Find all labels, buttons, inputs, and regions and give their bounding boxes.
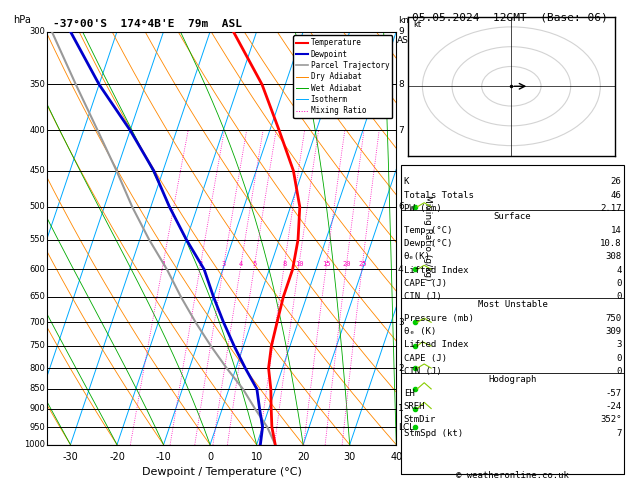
Text: 450: 450	[30, 166, 45, 175]
Text: 0: 0	[616, 292, 621, 301]
Text: 25: 25	[359, 260, 367, 267]
Text: km: km	[398, 17, 412, 25]
Text: 1000: 1000	[25, 440, 45, 449]
Text: -20: -20	[109, 452, 125, 462]
Text: 600: 600	[30, 265, 45, 274]
Text: © weatheronline.co.uk: © weatheronline.co.uk	[456, 471, 569, 480]
Text: -24: -24	[605, 402, 621, 411]
Text: 46: 46	[611, 191, 621, 200]
Text: Surface: Surface	[494, 212, 532, 221]
Text: 0: 0	[616, 279, 621, 288]
Text: 500: 500	[30, 202, 45, 211]
Text: 300: 300	[30, 27, 45, 36]
Text: 40: 40	[390, 452, 403, 462]
Text: 10.8: 10.8	[600, 239, 621, 248]
Text: CIN (J): CIN (J)	[404, 367, 442, 376]
Text: Temp (°C): Temp (°C)	[404, 226, 452, 235]
Text: 750: 750	[605, 314, 621, 323]
Text: 2: 2	[398, 364, 404, 373]
Text: -10: -10	[155, 452, 172, 462]
Text: Totals Totals: Totals Totals	[404, 191, 474, 200]
Text: 4: 4	[398, 265, 404, 274]
Text: 352°: 352°	[600, 415, 621, 424]
Text: 700: 700	[30, 318, 45, 327]
Text: 800: 800	[30, 364, 45, 373]
Text: 900: 900	[30, 404, 45, 413]
Legend: Temperature, Dewpoint, Parcel Trajectory, Dry Adiabat, Wet Adiabat, Isotherm, Mi: Temperature, Dewpoint, Parcel Trajectory…	[293, 35, 392, 118]
Text: 309: 309	[605, 327, 621, 336]
Text: 8: 8	[282, 260, 287, 267]
Text: 10: 10	[295, 260, 303, 267]
Text: 26: 26	[611, 177, 621, 187]
Text: 30: 30	[343, 452, 356, 462]
Text: 1: 1	[161, 260, 165, 267]
Text: ASL: ASL	[396, 36, 413, 45]
Text: 3: 3	[398, 318, 404, 327]
Text: 15: 15	[322, 260, 331, 267]
Text: 7: 7	[398, 126, 404, 135]
Text: 308: 308	[605, 252, 621, 261]
Text: 2.17: 2.17	[600, 204, 621, 213]
Text: θₑ (K): θₑ (K)	[404, 327, 436, 336]
Text: Dewp (°C): Dewp (°C)	[404, 239, 452, 248]
Text: Most Unstable: Most Unstable	[477, 300, 548, 310]
Text: 400: 400	[30, 126, 45, 135]
Text: 1: 1	[398, 404, 404, 413]
Text: 550: 550	[30, 235, 45, 244]
Text: 8: 8	[398, 80, 404, 89]
Text: 6: 6	[398, 202, 404, 211]
Text: 950: 950	[30, 423, 45, 432]
Text: -57: -57	[605, 389, 621, 398]
Text: hPa: hPa	[14, 16, 31, 25]
Text: Lifted Index: Lifted Index	[404, 340, 469, 349]
Text: Hodograph: Hodograph	[489, 375, 537, 384]
Text: LCL: LCL	[398, 423, 415, 432]
Text: 3: 3	[616, 340, 621, 349]
Text: StmDir: StmDir	[404, 415, 436, 424]
Text: 20: 20	[342, 260, 351, 267]
Text: 0: 0	[207, 452, 213, 462]
Text: PW (cm): PW (cm)	[404, 204, 442, 213]
Text: 0: 0	[616, 354, 621, 363]
Text: SREH: SREH	[404, 402, 425, 411]
Text: 4: 4	[239, 260, 243, 267]
Text: 14: 14	[611, 226, 621, 235]
Text: kt: kt	[413, 20, 421, 29]
Text: 7: 7	[616, 429, 621, 438]
Text: CIN (J): CIN (J)	[404, 292, 442, 301]
Text: 5: 5	[253, 260, 257, 267]
Text: 05.05.2024  12GMT  (Base: 06): 05.05.2024 12GMT (Base: 06)	[411, 12, 608, 22]
Text: Pressure (mb): Pressure (mb)	[404, 314, 474, 323]
Text: 10: 10	[250, 452, 263, 462]
Text: EH: EH	[404, 389, 415, 398]
Text: K: K	[404, 177, 409, 187]
Text: StmSpd (kt): StmSpd (kt)	[404, 429, 463, 438]
Text: θₑ(K): θₑ(K)	[404, 252, 431, 261]
Text: 3: 3	[222, 260, 226, 267]
Text: 4: 4	[616, 265, 621, 275]
Text: 750: 750	[30, 342, 45, 350]
Text: -30: -30	[62, 452, 79, 462]
Text: CAPE (J): CAPE (J)	[404, 279, 447, 288]
Text: 9: 9	[398, 27, 404, 36]
Text: 20: 20	[297, 452, 309, 462]
Text: 650: 650	[30, 293, 45, 301]
Text: 850: 850	[30, 384, 45, 394]
Text: Dewpoint / Temperature (°C): Dewpoint / Temperature (°C)	[142, 468, 302, 477]
Text: 2: 2	[199, 260, 203, 267]
Text: -37°00'S  174°4B'E  79m  ASL: -37°00'S 174°4B'E 79m ASL	[53, 19, 242, 29]
Text: CAPE (J): CAPE (J)	[404, 354, 447, 363]
Text: 0: 0	[616, 367, 621, 376]
Text: Mixing Ratio (g/kg): Mixing Ratio (g/kg)	[423, 195, 432, 281]
Text: 350: 350	[30, 80, 45, 89]
Text: Lifted Index: Lifted Index	[404, 265, 469, 275]
